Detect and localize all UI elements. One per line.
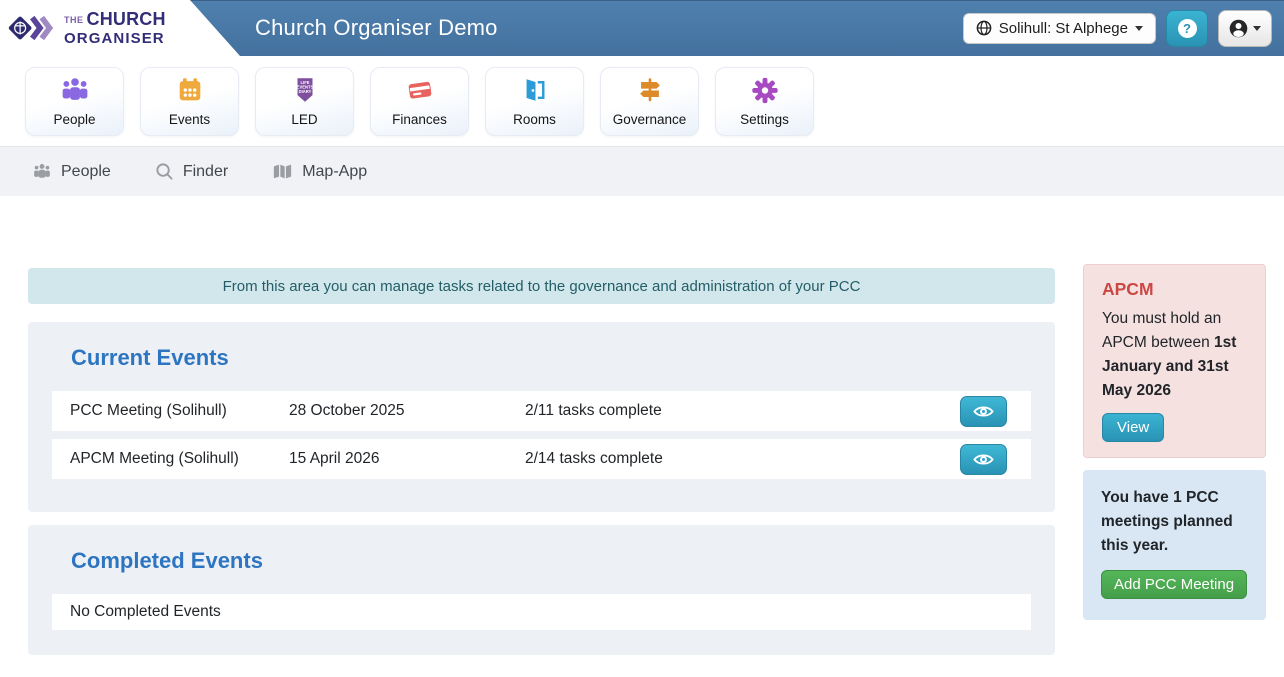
current-events-panel: Current Events PCC Meeting (Solihull) 28… (28, 322, 1055, 512)
gear-icon (751, 77, 778, 103)
svg-text:DIARY: DIARY (298, 88, 311, 93)
eye-icon (973, 453, 994, 465)
map-icon (274, 164, 292, 179)
church-selector-dropdown[interactable]: Solihull: St Alphege (962, 12, 1156, 44)
subnav-label: Map-App (302, 162, 368, 180)
church-organiser-logo-icon (8, 15, 54, 41)
credit-card-icon (408, 81, 431, 99)
apcm-notice-card: APCM You must hold an APCM between 1st J… (1083, 264, 1266, 458)
subnav-label: Finder (182, 162, 229, 180)
people-icon (62, 77, 87, 100)
app-header: THE CHURCH ORGANISER Church Organiser Dem… (0, 0, 1284, 56)
church-selector-label: Solihull: St Alphege (998, 19, 1128, 37)
event-date: 15 April 2026 (289, 450, 380, 467)
event-task-progress: 2/14 tasks complete (525, 450, 663, 467)
apcm-view-button[interactable]: View (1102, 413, 1165, 442)
question-icon: ? (1177, 18, 1197, 38)
view-event-button[interactable] (960, 443, 1007, 475)
module-led[interactable]: LIFE EVENTS DIARY LED (255, 66, 354, 136)
module-settings[interactable]: Settings (715, 66, 814, 136)
event-row-apcm-meeting: APCM Meeting (Solihull) 15 April 2026 2/… (52, 439, 1031, 479)
globe-icon (976, 20, 992, 36)
svg-text:LIFE: LIFE (300, 79, 309, 84)
event-name: APCM Meeting (Solihull) (70, 450, 239, 467)
app-logo[interactable]: THE CHURCH ORGANISER (0, 0, 190, 56)
event-task-progress: 2/11 tasks complete (525, 402, 662, 419)
calendar-icon (179, 77, 200, 100)
event-name: PCC Meeting (Solihull) (70, 402, 227, 419)
add-pcc-meeting-button[interactable]: Add PCC Meeting (1101, 570, 1248, 599)
subnav-item-finder[interactable]: Finder (155, 162, 228, 181)
no-completed-events-row: No Completed Events (52, 594, 1031, 630)
pcc-card-text: You have 1 PCC meetings planned this yea… (1101, 489, 1233, 554)
search-icon (156, 163, 173, 180)
caret-down-icon (1253, 25, 1261, 31)
door-icon (526, 78, 544, 101)
module-label: Governance (612, 111, 687, 127)
pcc-meetings-card: You have 1 PCC meetings planned this yea… (1083, 470, 1266, 620)
page-title: Church Organiser Demo (255, 15, 498, 40)
caret-down-icon (1135, 25, 1143, 31)
event-date: 28 October 2025 (289, 402, 405, 419)
module-label: People (53, 111, 96, 127)
current-events-heading: Current Events (71, 345, 229, 370)
module-label: LED (291, 111, 318, 127)
subnav-item-map-app[interactable]: Map-App (272, 162, 367, 181)
logo-slant-divider (190, 0, 240, 56)
apcm-card-text: You must hold an APCM between 1st Januar… (1102, 307, 1247, 403)
governance-info-banner: From this area you can manage tasks rela… (28, 268, 1055, 304)
people-icon (34, 164, 50, 178)
module-label: Rooms (513, 111, 556, 127)
section-subnav: People Finder Map-App (0, 146, 1284, 196)
logo-line2: ORGANISER (64, 30, 165, 47)
completed-events-panel: Completed Events No Completed Events (28, 525, 1055, 655)
module-label: Settings (740, 111, 789, 127)
module-rooms[interactable]: Rooms (485, 66, 584, 136)
view-event-button[interactable] (960, 395, 1007, 427)
module-finances[interactable]: Finances (370, 66, 469, 136)
life-events-diary-icon: LIFE EVENTS DIARY (296, 77, 313, 102)
module-events[interactable]: Events (140, 66, 239, 136)
event-row-pcc-meeting: PCC Meeting (Solihull) 28 October 2025 2… (52, 391, 1031, 431)
logo-prefix: THE (64, 15, 84, 25)
module-label: Finances (392, 111, 447, 127)
subnav-item-people[interactable]: People (32, 162, 111, 181)
apcm-card-title: APCM (1102, 279, 1154, 299)
user-menu-button[interactable] (1218, 9, 1272, 47)
apcm-text-normal: You must hold an APCM between (1102, 310, 1222, 351)
module-governance[interactable]: Governance (600, 66, 699, 136)
completed-events-heading: Completed Events (71, 548, 263, 573)
signpost-icon (639, 77, 660, 101)
module-people[interactable]: People (25, 66, 124, 136)
subnav-label: People (61, 162, 111, 180)
module-toolbar: People Events LIFE EVENTS DIARY LED (0, 56, 1284, 146)
apcm-text-bold: 1st January and 31st May 2026 (1102, 334, 1237, 399)
logo-line1: CHURCH (86, 9, 166, 29)
svg-text:EVENTS: EVENTS (296, 84, 313, 89)
logo-wordmark: THE CHURCH ORGANISER (64, 10, 166, 46)
eye-icon (973, 405, 994, 417)
person-circle-icon (1229, 19, 1248, 37)
help-button[interactable]: ? (1166, 9, 1208, 47)
main-content: From this area you can manage tasks rela… (0, 196, 1284, 677)
module-label: Events (168, 111, 211, 127)
